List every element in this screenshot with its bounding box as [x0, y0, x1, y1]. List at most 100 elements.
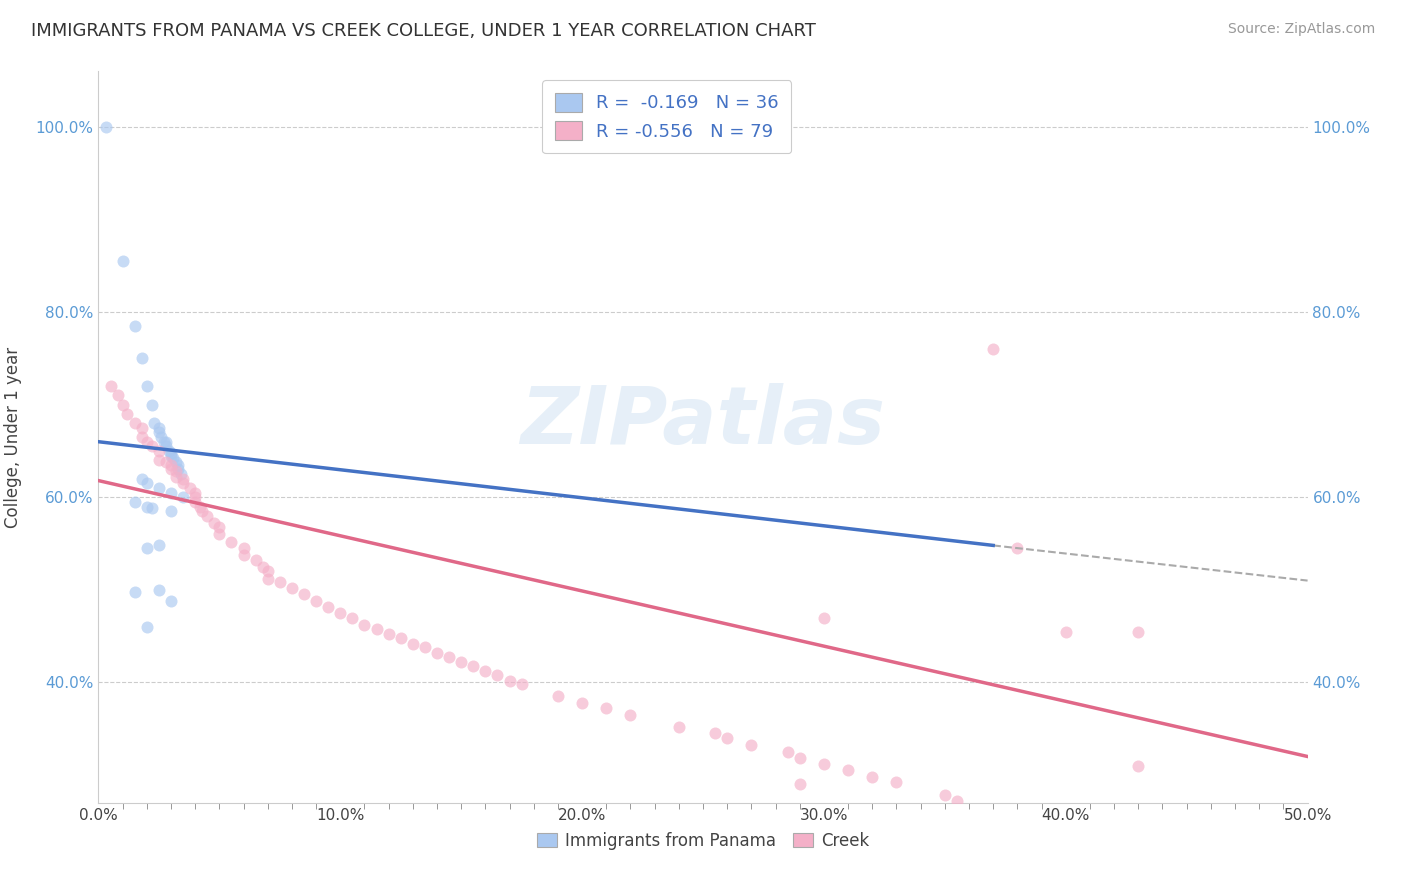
Point — [450, 655, 472, 669]
Point — [160, 446, 183, 460]
Point — [135, 476, 157, 491]
Legend: Immigrants from Panama, Creek: Immigrants from Panama, Creek — [530, 825, 876, 856]
Point — [155, 439, 177, 453]
Point — [135, 434, 157, 449]
Point — [172, 472, 194, 486]
Point — [402, 636, 425, 650]
Point — [208, 520, 231, 534]
Point — [184, 485, 207, 500]
Point — [172, 490, 194, 504]
Point — [184, 490, 207, 504]
Text: Source: ZipAtlas.com: Source: ZipAtlas.com — [1227, 22, 1375, 37]
Point — [292, 587, 315, 601]
Point — [269, 575, 291, 590]
Point — [148, 453, 170, 467]
Text: ZIPatlas: ZIPatlas — [520, 384, 886, 461]
Point — [547, 690, 569, 704]
Point — [107, 388, 129, 402]
Point — [191, 504, 214, 518]
Point — [131, 472, 153, 486]
Point — [571, 696, 593, 710]
Point — [252, 559, 274, 574]
Point — [256, 572, 278, 586]
Point — [169, 467, 191, 482]
Point — [860, 770, 883, 784]
Point — [256, 565, 278, 579]
Y-axis label: College, Under 1 year: College, Under 1 year — [4, 346, 21, 528]
Point — [157, 444, 180, 458]
Point — [160, 594, 183, 608]
Point — [94, 120, 117, 134]
Point — [740, 739, 762, 753]
Point — [204, 516, 226, 531]
Point — [316, 599, 339, 614]
Point — [342, 610, 364, 624]
Point — [426, 646, 449, 660]
Point — [510, 677, 533, 691]
Point — [131, 351, 153, 366]
Point — [208, 527, 231, 541]
Point — [141, 398, 163, 412]
Point — [366, 622, 388, 636]
Point — [135, 379, 157, 393]
Point — [1128, 624, 1150, 639]
Text: IMMIGRANTS FROM PANAMA VS CREEK COLLEGE, UNDER 1 YEAR CORRELATION CHART: IMMIGRANTS FROM PANAMA VS CREEK COLLEGE,… — [31, 22, 815, 40]
Point — [946, 794, 969, 808]
Point — [117, 407, 139, 421]
Point — [184, 495, 207, 509]
Point — [305, 594, 328, 608]
Point — [148, 481, 170, 495]
Point — [188, 500, 211, 514]
Point — [789, 777, 811, 791]
Point — [221, 534, 243, 549]
Point — [486, 668, 509, 682]
Point — [165, 455, 187, 469]
Point — [389, 631, 412, 645]
Point — [437, 649, 460, 664]
Point — [837, 764, 859, 778]
Point — [377, 627, 399, 641]
Point — [155, 455, 177, 469]
Point — [704, 726, 727, 740]
Point — [131, 430, 153, 444]
Point — [111, 398, 134, 412]
Point — [195, 508, 218, 523]
Point — [1054, 624, 1077, 639]
Point — [160, 485, 183, 500]
Point — [179, 481, 201, 495]
Point — [813, 610, 835, 624]
Point — [886, 775, 908, 789]
Point — [498, 673, 520, 688]
Point — [789, 751, 811, 765]
Point — [124, 416, 146, 430]
Point — [716, 731, 738, 745]
Point — [167, 458, 190, 472]
Point — [152, 434, 174, 449]
Point — [131, 421, 153, 435]
Point — [141, 439, 163, 453]
Point — [981, 342, 1004, 356]
Point — [167, 462, 190, 476]
Point — [245, 553, 267, 567]
Point — [148, 582, 170, 597]
Point — [232, 541, 254, 556]
Point — [668, 720, 690, 734]
Point — [595, 701, 617, 715]
Point — [150, 430, 173, 444]
Point — [148, 538, 170, 552]
Point — [619, 707, 641, 722]
Point — [160, 449, 183, 463]
Point — [413, 640, 436, 655]
Point — [160, 462, 183, 476]
Point — [813, 756, 835, 771]
Point — [232, 548, 254, 562]
Point — [124, 495, 146, 509]
Point — [135, 541, 157, 556]
Point — [160, 504, 183, 518]
Point — [100, 379, 122, 393]
Point — [172, 476, 194, 491]
Point — [124, 318, 146, 333]
Point — [329, 606, 352, 620]
Point — [165, 470, 187, 484]
Point — [1128, 758, 1150, 772]
